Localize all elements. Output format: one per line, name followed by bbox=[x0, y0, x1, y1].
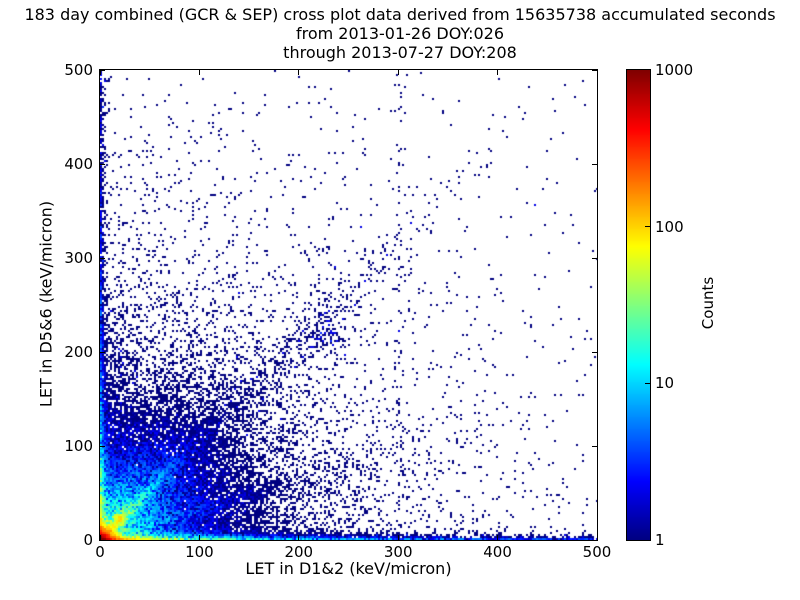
colorbar-gradient bbox=[627, 70, 650, 540]
colorbar-tick-mark bbox=[645, 382, 650, 384]
x-tick-mark-top bbox=[198, 70, 200, 75]
x-tick-label: 100 bbox=[185, 543, 214, 561]
x-tick-mark bbox=[397, 535, 399, 540]
x-tick-label: 400 bbox=[483, 543, 512, 561]
y-tick-label: 200 bbox=[64, 343, 93, 361]
x-tick-mark bbox=[198, 535, 200, 540]
y-tick-mark-right bbox=[592, 257, 597, 259]
colorbar-tick-label: 10 bbox=[655, 374, 675, 393]
colorbar-tick-label: 1000 bbox=[655, 61, 694, 79]
y-tick-mark bbox=[100, 69, 105, 71]
y-tick-mark-right bbox=[592, 351, 597, 353]
y-tick-label: 400 bbox=[64, 155, 93, 173]
y-tick-mark bbox=[100, 539, 105, 541]
plot-area bbox=[99, 69, 598, 541]
y-tick-mark bbox=[100, 257, 105, 259]
colorbar-label: Counts bbox=[699, 276, 717, 330]
scatter-heatmap-canvas bbox=[100, 70, 597, 540]
y-tick-mark bbox=[100, 351, 105, 353]
y-tick-label: 0 bbox=[83, 531, 93, 549]
y-axis-label: LET in D5&6 (keV/micron) bbox=[36, 200, 56, 408]
x-tick-label: 500 bbox=[582, 543, 612, 561]
y-tick-mark-right bbox=[592, 69, 597, 71]
plot-subtitle-through: through 2013-07-27 DOY:208 bbox=[283, 43, 517, 62]
colorbar-tick-label: 1 bbox=[655, 531, 665, 549]
y-tick-label: 100 bbox=[64, 437, 93, 455]
x-tick-label: 200 bbox=[284, 543, 314, 561]
x-tick-mark-top bbox=[497, 70, 499, 75]
x-tick-mark-top bbox=[298, 70, 300, 75]
y-tick-label: 500 bbox=[64, 61, 93, 79]
plot-subtitle-from: from 2013-01-26 DOY:026 bbox=[295, 24, 504, 43]
x-tick-mark bbox=[497, 535, 499, 540]
y-tick-mark-right bbox=[592, 539, 597, 541]
plot-title: 183 day combined (GCR & SEP) cross plot … bbox=[24, 5, 776, 24]
colorbar bbox=[626, 69, 651, 541]
y-tick-mark bbox=[100, 445, 105, 447]
x-tick-label: 300 bbox=[383, 543, 413, 561]
x-tick-mark-top bbox=[99, 70, 101, 75]
x-tick-mark-top bbox=[397, 70, 399, 75]
x-tick-mark bbox=[99, 535, 101, 540]
y-tick-mark-right bbox=[592, 163, 597, 165]
colorbar-tick-mark bbox=[645, 226, 650, 228]
y-tick-mark bbox=[100, 163, 105, 165]
x-tick-mark bbox=[298, 535, 300, 540]
colorbar-tick-label: 100 bbox=[655, 217, 684, 236]
title-block: 183 day combined (GCR & SEP) cross plot … bbox=[0, 5, 800, 62]
x-axis-label: LET in D1&2 (keV/micron) bbox=[245, 559, 452, 578]
x-tick-mark-top bbox=[596, 70, 598, 75]
x-tick-mark bbox=[596, 535, 598, 540]
x-tick-label: 0 bbox=[95, 543, 105, 561]
y-tick-mark-right bbox=[592, 445, 597, 447]
y-tick-label: 300 bbox=[64, 249, 93, 267]
